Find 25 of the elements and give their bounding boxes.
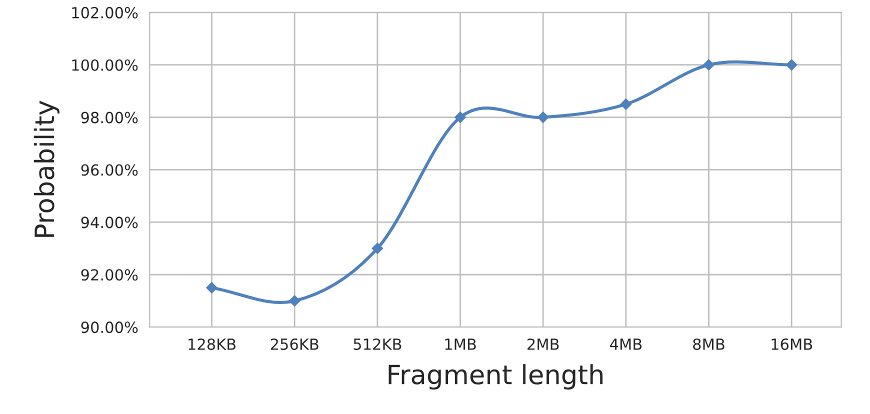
- point: [537, 112, 549, 123]
- y-tick-label: 90.00%: [81, 322, 138, 334]
- x-tick-label: 2MB: [528, 338, 559, 350]
- x-tick-label: 512KB: [354, 338, 402, 350]
- point: [206, 282, 218, 294]
- x-axis-title: Fragment length: [388, 364, 603, 390]
- y-axis-title: Probability: [34, 100, 60, 237]
- point: [372, 242, 384, 254]
- y-tick-label: 98.00%: [81, 112, 138, 124]
- y-tick-label: 96.00%: [81, 164, 138, 176]
- point: [620, 98, 632, 110]
- x-tick-label: 16MB: [772, 338, 812, 350]
- x-tick-label: 128KB: [188, 338, 236, 350]
- point: [786, 59, 798, 70]
- x-tick-label: 8MB: [693, 338, 724, 350]
- x-tick-label: 256KB: [270, 338, 318, 350]
- y-tick-label: 92.00%: [81, 269, 138, 281]
- y-tick-label: 102.00%: [72, 6, 138, 18]
- point: [703, 59, 714, 70]
- x-tick-label: 1MB: [445, 338, 476, 350]
- point: [288, 295, 300, 306]
- y-tick-label: 100.00%: [72, 59, 138, 71]
- y-tick-label: 94.00%: [81, 216, 138, 228]
- point: [454, 112, 466, 123]
- x-tick-label: 4MB: [610, 338, 642, 350]
